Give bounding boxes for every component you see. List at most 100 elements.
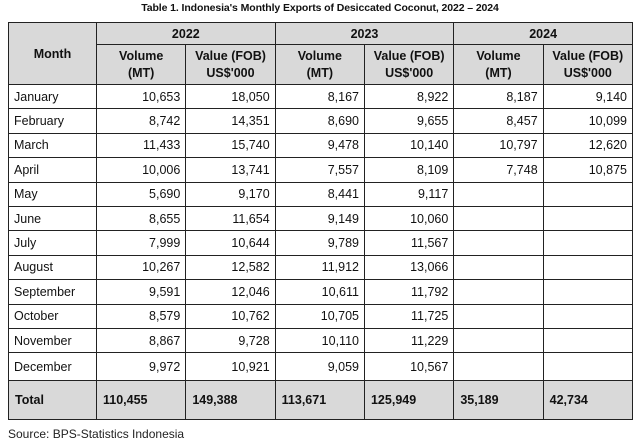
value-label: Value (FOB) xyxy=(373,48,445,63)
value-2023-cell: 11,229 xyxy=(363,327,455,354)
volume-header-2024: Volume (MT) xyxy=(453,44,544,85)
volume-2022-cell: 10,267 xyxy=(95,254,187,281)
table-row: July 7,999 10,644 9,789 11,567 xyxy=(8,230,633,256)
volume-2023-cell: 9,059 xyxy=(274,352,365,382)
table-title: Table 1. Indonesia's Monthly Exports of … xyxy=(141,2,499,14)
value-2024-cell xyxy=(542,181,633,207)
month-cell: March xyxy=(8,132,97,159)
table-row: May 5,690 9,170 8,441 9,117 xyxy=(8,181,633,207)
value-2022-cell: 12,046 xyxy=(185,279,276,305)
month-header: Month xyxy=(8,22,97,85)
value-2024-cell xyxy=(542,205,633,232)
volume-header-2022: Volume (MT) xyxy=(95,44,187,85)
table-row: February 8,742 14,351 8,690 9,655 8,457 … xyxy=(8,108,633,134)
table-row: December 9,972 10,921 9,059 10,567 xyxy=(8,352,633,382)
volume-2022-cell: 8,579 xyxy=(95,303,187,329)
value-2023-cell: 11,792 xyxy=(363,279,455,305)
value-2022-cell: 9,170 xyxy=(185,181,276,207)
volume-label: Volume xyxy=(297,48,342,63)
total-volume-2023: 113,671 xyxy=(274,380,365,421)
volume-2024-cell xyxy=(453,205,544,232)
value-2023-cell: 10,140 xyxy=(363,132,455,159)
volume-2022-cell: 5,690 xyxy=(95,181,187,207)
value-2024-cell xyxy=(542,279,633,305)
volume-2023-cell: 10,705 xyxy=(274,303,365,329)
value-2024-cell xyxy=(542,254,633,281)
value-2024-cell xyxy=(542,230,633,256)
table-row: October 8,579 10,762 10,705 11,725 xyxy=(8,303,633,329)
volume-2022-cell: 9,972 xyxy=(95,352,187,382)
table-row: September 9,591 12,046 10,611 11,792 xyxy=(8,279,633,305)
value-2024-cell xyxy=(542,303,633,329)
volume-2023-cell: 8,441 xyxy=(274,181,365,207)
volume-2023-cell: 10,110 xyxy=(274,327,365,354)
value-unit: US$'000 xyxy=(563,65,612,80)
value-2023-cell: 8,922 xyxy=(363,83,455,110)
table-row: August 10,267 12,582 11,912 13,066 xyxy=(8,254,633,281)
month-cell: April xyxy=(8,157,97,183)
volume-2024-cell xyxy=(453,254,544,281)
volume-2022-cell: 8,742 xyxy=(95,108,187,134)
table-row: April 10,006 13,741 7,557 8,109 7,748 10… xyxy=(8,157,633,183)
volume-2024-cell xyxy=(453,181,544,207)
volume-header-2023: Volume (MT) xyxy=(274,44,365,85)
value-2024-cell: 9,140 xyxy=(542,83,633,110)
value-2022-cell: 18,050 xyxy=(185,83,276,110)
volume-2022-cell: 8,867 xyxy=(95,327,187,354)
volume-2024-cell: 8,187 xyxy=(453,83,544,110)
total-label: Total xyxy=(8,380,97,421)
volume-2023-cell: 8,167 xyxy=(274,83,365,110)
volume-2022-cell: 7,999 xyxy=(95,230,187,256)
total-value-2023: 125,949 xyxy=(363,380,455,421)
month-cell: October xyxy=(8,303,97,329)
volume-2023-cell: 11,912 xyxy=(274,254,365,281)
value-2024-cell: 12,620 xyxy=(542,132,633,159)
value-2022-cell: 14,351 xyxy=(185,108,276,134)
total-value-2022: 149,388 xyxy=(185,380,276,421)
value-2022-cell: 10,921 xyxy=(185,352,276,382)
value-2023-cell: 9,655 xyxy=(363,108,455,134)
value-2024-cell xyxy=(542,352,633,382)
value-2023-cell: 8,109 xyxy=(363,157,455,183)
table-header: Month 2022 2023 2024 Volume (MT) Value (F… xyxy=(8,22,633,85)
value-unit: US$'000 xyxy=(206,65,255,80)
volume-2023-cell: 9,789 xyxy=(274,230,365,256)
volume-label: Volume xyxy=(476,48,521,63)
volume-2023-cell: 10,611 xyxy=(274,279,365,305)
month-cell: June xyxy=(8,205,97,232)
value-2022-cell: 10,762 xyxy=(185,303,276,329)
value-2023-cell: 9,117 xyxy=(363,181,455,207)
table-row: March 11,433 15,740 9,478 10,140 10,797 … xyxy=(8,132,633,159)
volume-2022-cell: 10,006 xyxy=(95,157,187,183)
total-row: Total 110,455 149,388 113,671 125,949 35… xyxy=(8,380,633,421)
volume-2024-cell xyxy=(453,230,544,256)
value-label: Value (FOB) xyxy=(552,48,624,63)
volume-2024-cell: 7,748 xyxy=(453,157,544,183)
value-2024-cell: 10,099 xyxy=(542,108,633,134)
exports-table: Month 2022 2023 2024 Volume (MT) Value (F… xyxy=(8,22,633,421)
value-2022-cell: 15,740 xyxy=(185,132,276,159)
value-2024-cell xyxy=(542,327,633,354)
value-header-2024: Value (FOB) US$'000 xyxy=(542,44,633,85)
table-row: November 8,867 9,728 10,110 11,229 xyxy=(8,327,633,354)
value-label: Value (FOB) xyxy=(195,48,266,63)
volume-2022-cell: 10,653 xyxy=(95,83,187,110)
month-cell: February xyxy=(8,108,97,134)
month-cell: July xyxy=(8,230,97,256)
year-header-2022: 2022 xyxy=(96,22,276,45)
month-cell: May xyxy=(8,181,97,207)
volume-unit: (MT) xyxy=(485,65,512,80)
table-body: January 10,653 18,050 8,167 8,922 8,187 … xyxy=(8,83,633,382)
value-2024-cell: 10,875 xyxy=(542,157,633,183)
month-cell: November xyxy=(8,327,97,354)
value-2022-cell: 13,741 xyxy=(185,157,276,183)
value-2022-cell: 12,582 xyxy=(185,254,276,281)
volume-label: Volume xyxy=(119,48,164,63)
volume-2022-cell: 9,591 xyxy=(95,279,187,305)
value-2023-cell: 10,567 xyxy=(363,352,455,382)
value-unit: US$'000 xyxy=(385,65,434,80)
month-cell: January xyxy=(8,83,97,110)
value-header-2022: Value (FOB) US$'000 xyxy=(185,44,276,85)
total-volume-2022: 110,455 xyxy=(95,380,187,421)
volume-2024-cell xyxy=(453,327,544,354)
